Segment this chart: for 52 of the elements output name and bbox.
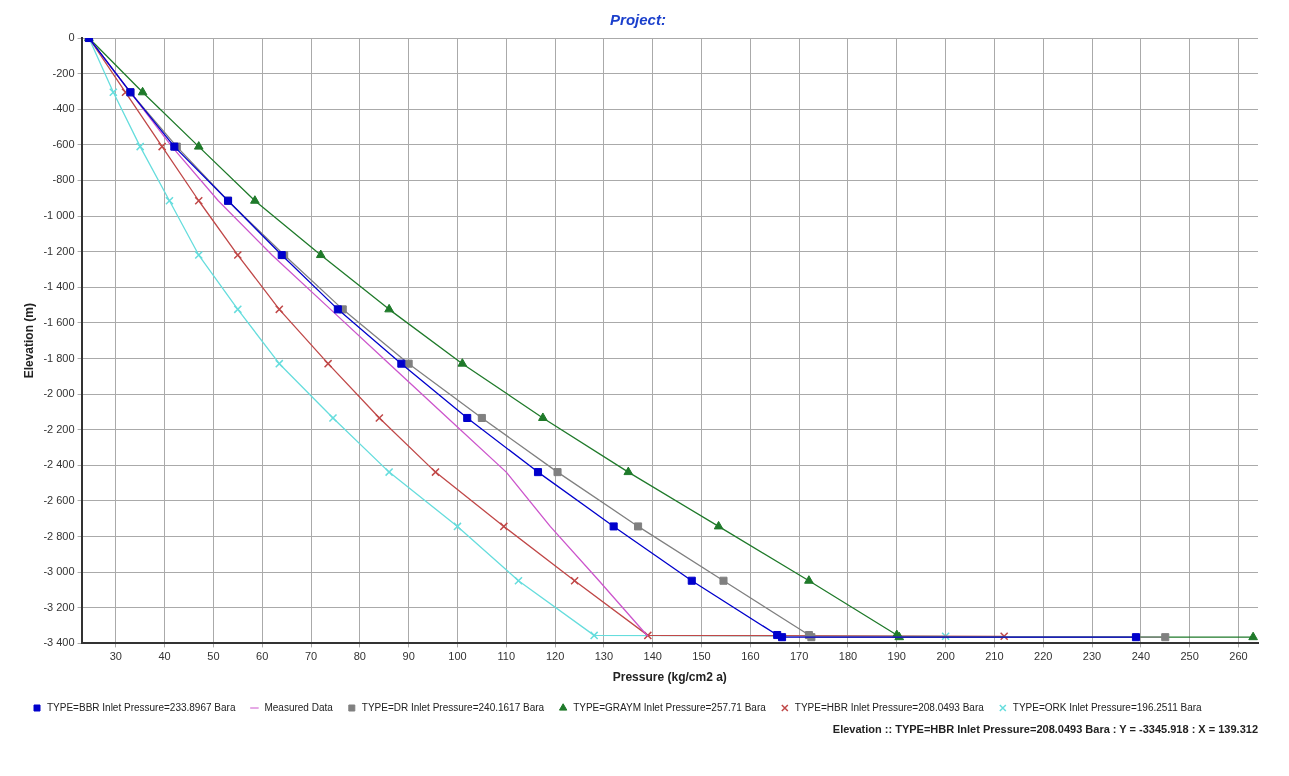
y-tick-label: -1 600	[43, 315, 75, 328]
x-tick-label: 100	[448, 650, 467, 663]
y-tick-label: -1 800	[43, 351, 75, 364]
y-tick-label: -2 400	[43, 458, 75, 471]
x-tick-label: 230	[1082, 650, 1102, 663]
legend-label: TYPE=GRAYM Inlet Pressure=257.71 Bara	[573, 701, 767, 713]
x-tick-label: 250	[1180, 650, 1199, 663]
chart-title: Project:	[610, 11, 666, 29]
x-tick-label: 80	[353, 650, 366, 663]
y-tick-label: -3 200	[43, 600, 75, 613]
y-tick-label: -1 400	[43, 280, 75, 293]
x-tick-label: 170	[789, 650, 809, 663]
y-tick-label: -3 400	[43, 636, 75, 649]
legend-label: TYPE=BBR Inlet Pressure=233.8967 Bara	[47, 701, 236, 713]
legend-label: TYPE=ORK Inlet Pressure=196.2511 Bara	[1012, 701, 1203, 713]
y-tick-label: -2 800	[43, 529, 75, 542]
y-tick-label: -2 200	[43, 422, 75, 435]
x-tick-label: 200	[936, 650, 955, 663]
x-tick-label: 130	[594, 650, 614, 663]
y-tick-label: -2 600	[43, 493, 75, 506]
y-tick-label: -600	[52, 137, 75, 150]
x-tick-label: 180	[838, 650, 858, 663]
x-tick-label: 260	[1229, 650, 1248, 663]
x-tick-label: 40	[158, 650, 171, 663]
x-tick-label: 120	[545, 650, 565, 663]
x-tick-label: 210	[985, 650, 1004, 663]
y-tick-label: -1 000	[43, 209, 75, 222]
x-tick-label: 90	[402, 650, 415, 663]
y-tick-label: -400	[52, 102, 75, 115]
y-tick-label: -800	[52, 173, 75, 186]
y-tick-label: -1 200	[43, 244, 75, 257]
x-tick-label: 240	[1131, 650, 1151, 663]
x-axis-title: Pressure (kg/cm2 a)	[612, 670, 727, 685]
x-tick-label: 160	[741, 650, 760, 663]
x-tick-label: 30	[109, 650, 122, 663]
y-tick-label: -3 000	[43, 565, 75, 578]
legend-label: TYPE=DR Inlet Pressure=240.1617 Bara	[361, 701, 545, 713]
y-tick-label: -2 000	[43, 387, 75, 400]
x-tick-label: 220	[1034, 650, 1053, 663]
x-tick-label: 50	[207, 650, 220, 663]
x-tick-label: 140	[643, 650, 662, 663]
y-tick-label: -200	[52, 66, 75, 79]
y-tick-label: 0	[68, 31, 75, 44]
x-tick-label: 110	[497, 650, 516, 663]
x-tick-label: 190	[887, 650, 906, 663]
legend-label: Measured Data	[264, 701, 334, 713]
legend-label: TYPE=HBR Inlet Pressure=208.0493 Bara	[794, 701, 985, 713]
y-axis-title: Elevation (m)	[21, 303, 36, 379]
text: Elevation :: TYPE=HBR Inlet Pressure=208.0493 Bara : Y = -3345.918 : X = 139.312	[831, 723, 1259, 735]
x-tick-label: 70	[304, 650, 318, 663]
x-tick-label: 60	[256, 650, 269, 663]
x-tick-label: 150	[692, 650, 711, 663]
